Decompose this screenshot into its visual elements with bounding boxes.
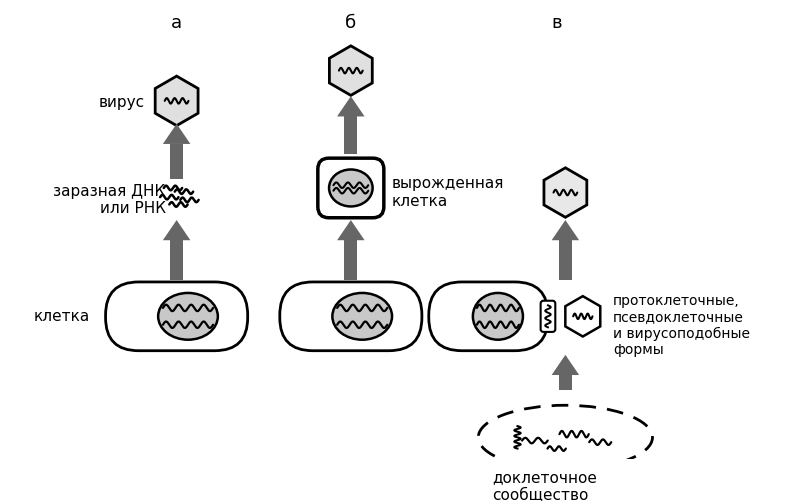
Polygon shape [344,240,357,280]
FancyBboxPatch shape [106,282,248,351]
Polygon shape [559,375,572,390]
Text: протоклеточные,
псевдоклеточные
и вирусоподобные
формы: протоклеточные, псевдоклеточные и вирусо… [613,294,750,357]
Polygon shape [559,240,572,280]
Text: доклеточное
сообщество: доклеточное сообщество [492,470,597,501]
Polygon shape [163,220,190,240]
Text: вирус: вирус [99,95,145,110]
Polygon shape [329,46,372,95]
Ellipse shape [478,405,653,469]
Polygon shape [566,296,600,337]
Polygon shape [337,96,365,116]
Polygon shape [337,220,365,240]
Ellipse shape [158,293,218,340]
Polygon shape [170,240,183,280]
Text: заразная ДНК
или РНК: заразная ДНК или РНК [54,184,166,216]
Polygon shape [163,124,190,144]
Text: а: а [171,14,182,32]
Polygon shape [170,144,183,179]
Polygon shape [551,220,579,240]
Ellipse shape [333,293,392,340]
Text: б: б [345,14,356,32]
Text: вырожденная
клетка: вырожденная клетка [391,176,503,209]
Polygon shape [155,76,198,126]
FancyBboxPatch shape [540,301,555,332]
FancyBboxPatch shape [318,158,384,218]
Polygon shape [551,355,579,375]
Polygon shape [544,168,587,217]
Text: клетка: клетка [33,309,89,324]
Polygon shape [344,116,357,154]
Ellipse shape [473,293,523,340]
FancyBboxPatch shape [429,282,548,351]
Text: в: в [551,14,562,32]
Ellipse shape [329,169,373,206]
FancyBboxPatch shape [280,282,422,351]
